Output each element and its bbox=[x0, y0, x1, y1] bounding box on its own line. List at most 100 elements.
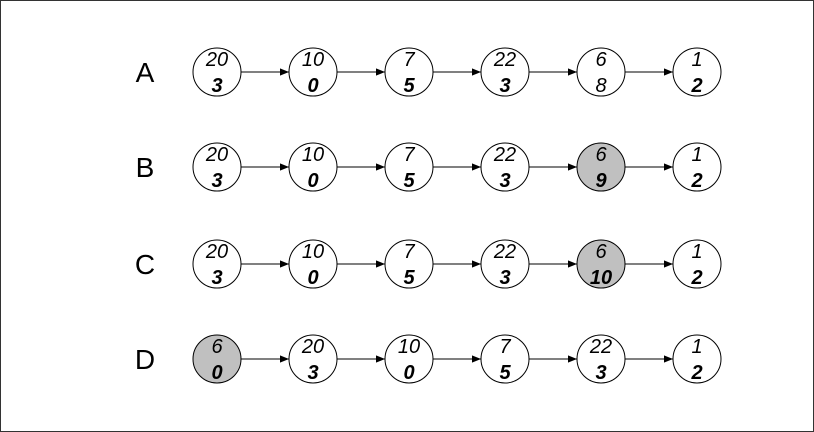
node-bottom-value: 8 bbox=[595, 75, 606, 97]
node-top-value: 6 bbox=[595, 144, 607, 166]
node-circle bbox=[576, 334, 626, 384]
node: 203 bbox=[192, 239, 242, 289]
node: 68 bbox=[576, 47, 626, 97]
node-circle bbox=[192, 239, 242, 289]
node-circle bbox=[672, 142, 722, 192]
node: 203 bbox=[288, 334, 338, 384]
node-top-value: 6 bbox=[595, 241, 607, 263]
node: 100 bbox=[288, 47, 338, 97]
node-top-value: 10 bbox=[302, 49, 324, 71]
node-circle bbox=[672, 239, 722, 289]
node-circle bbox=[288, 142, 338, 192]
node-top-value: 1 bbox=[691, 241, 702, 263]
node-bottom-value: 0 bbox=[403, 362, 414, 384]
row-label: A bbox=[136, 57, 155, 88]
node: 12 bbox=[672, 239, 722, 289]
node-top-value: 22 bbox=[493, 241, 516, 263]
node-top-value: 10 bbox=[398, 336, 420, 358]
node-top-value: 7 bbox=[499, 336, 511, 358]
node-circle bbox=[288, 239, 338, 289]
node-bottom-value: 3 bbox=[211, 267, 222, 289]
node-circle bbox=[480, 239, 530, 289]
node: 203 bbox=[192, 142, 242, 192]
node: 12 bbox=[672, 47, 722, 97]
node-circle bbox=[384, 334, 434, 384]
node-top-value: 1 bbox=[691, 144, 702, 166]
node-circle bbox=[384, 239, 434, 289]
node-bottom-value: 3 bbox=[307, 362, 318, 384]
node-bottom-value: 3 bbox=[595, 362, 606, 384]
node-circle-highlighted bbox=[576, 239, 626, 289]
node-top-value: 20 bbox=[205, 49, 228, 71]
node: 75 bbox=[384, 47, 434, 97]
node-top-value: 20 bbox=[205, 241, 228, 263]
node-bottom-value: 2 bbox=[690, 362, 702, 384]
node-bottom-value: 5 bbox=[403, 267, 415, 289]
node: 12 bbox=[672, 334, 722, 384]
node-top-value: 6 bbox=[211, 336, 223, 358]
node-bottom-value: 0 bbox=[307, 75, 318, 97]
node-bottom-value: 0 bbox=[307, 170, 318, 192]
node-circle bbox=[384, 47, 434, 97]
node-circle bbox=[576, 47, 626, 97]
node-bottom-value: 2 bbox=[690, 170, 702, 192]
node: 12 bbox=[672, 142, 722, 192]
node-bottom-value: 0 bbox=[211, 362, 222, 384]
row-label: B bbox=[136, 152, 155, 183]
node: 75 bbox=[480, 334, 530, 384]
node: 223 bbox=[480, 239, 530, 289]
node-bottom-value: 9 bbox=[595, 170, 607, 192]
node-top-value: 1 bbox=[691, 49, 702, 71]
node-bottom-value: 3 bbox=[499, 75, 510, 97]
node-bottom-value: 3 bbox=[499, 267, 510, 289]
node-top-value: 22 bbox=[493, 144, 516, 166]
node-circle bbox=[384, 142, 434, 192]
node-circle-highlighted bbox=[576, 142, 626, 192]
node-bottom-value: 2 bbox=[690, 75, 702, 97]
node: 610 bbox=[576, 239, 626, 289]
node: 75 bbox=[384, 239, 434, 289]
node: 223 bbox=[480, 47, 530, 97]
node-top-value: 20 bbox=[205, 144, 228, 166]
node: 100 bbox=[288, 239, 338, 289]
node-top-value: 22 bbox=[589, 336, 612, 358]
node-circle bbox=[288, 47, 338, 97]
node: 223 bbox=[576, 334, 626, 384]
node-top-value: 22 bbox=[493, 49, 516, 71]
node-bottom-value: 3 bbox=[211, 170, 222, 192]
node-top-value: 10 bbox=[302, 241, 324, 263]
node-circle bbox=[480, 142, 530, 192]
node-top-value: 7 bbox=[403, 49, 415, 71]
node: 60 bbox=[192, 334, 242, 384]
node: 69 bbox=[576, 142, 626, 192]
node-bottom-value: 5 bbox=[403, 75, 415, 97]
node: 203 bbox=[192, 47, 242, 97]
row-label: C bbox=[135, 249, 155, 280]
node-bottom-value: 10 bbox=[590, 267, 612, 289]
node: 100 bbox=[288, 142, 338, 192]
node-bottom-value: 0 bbox=[307, 267, 318, 289]
node-circle bbox=[480, 334, 530, 384]
node: 100 bbox=[384, 334, 434, 384]
node-bottom-value: 3 bbox=[499, 170, 510, 192]
node-circle bbox=[672, 47, 722, 97]
row-label: D bbox=[135, 344, 155, 375]
node: 223 bbox=[480, 142, 530, 192]
node: 75 bbox=[384, 142, 434, 192]
node-bottom-value: 3 bbox=[211, 75, 222, 97]
node-top-value: 7 bbox=[403, 241, 415, 263]
node-circle bbox=[192, 142, 242, 192]
node-top-value: 10 bbox=[302, 144, 324, 166]
node-top-value: 1 bbox=[691, 336, 702, 358]
node-circle bbox=[192, 47, 242, 97]
node-top-value: 20 bbox=[301, 336, 324, 358]
node-top-value: 7 bbox=[403, 144, 415, 166]
node-circle bbox=[288, 334, 338, 384]
node-bottom-value: 2 bbox=[690, 267, 702, 289]
